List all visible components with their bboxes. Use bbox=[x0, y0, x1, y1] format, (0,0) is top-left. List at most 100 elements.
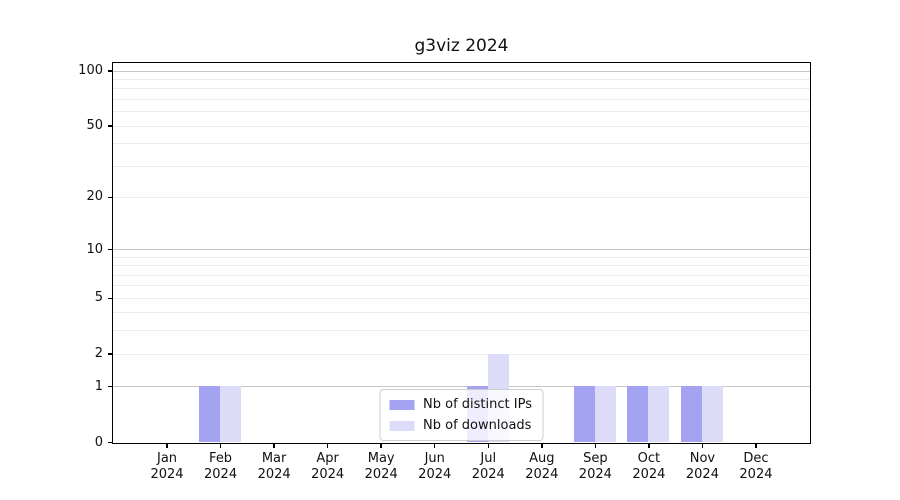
bar-downloads-feb bbox=[220, 386, 242, 442]
y-tick-label: 1 bbox=[94, 378, 103, 394]
y-tick-label: 50 bbox=[86, 118, 103, 134]
gridline-minor bbox=[113, 98, 810, 100]
x-tick-month: Dec bbox=[743, 451, 769, 466]
gridline-minor bbox=[113, 285, 810, 287]
gridline-minor bbox=[113, 330, 810, 332]
gridline-major bbox=[113, 386, 810, 388]
y-tick-label: 20 bbox=[86, 189, 103, 205]
x-tick-mark bbox=[594, 444, 597, 448]
gridline-minor bbox=[113, 256, 810, 258]
x-tick-label: Nov 2024 bbox=[672, 451, 732, 483]
x-tick-mark bbox=[755, 444, 757, 448]
x-tick-label: Oct 2024 bbox=[619, 451, 679, 483]
x-tick-year: 2024 bbox=[364, 467, 398, 482]
x-tick-label: Jul 2024 bbox=[458, 451, 518, 483]
x-tick-year: 2024 bbox=[471, 467, 505, 482]
gridline-minor bbox=[113, 165, 810, 167]
y-tick-mark bbox=[108, 385, 112, 388]
x-tick-label: Feb 2024 bbox=[191, 451, 251, 483]
x-tick-year: 2024 bbox=[632, 467, 666, 482]
x-tick-mark bbox=[273, 444, 275, 448]
x-tick-label: Dec 2024 bbox=[726, 451, 786, 483]
x-tick-mark bbox=[219, 444, 222, 448]
y-tick-mark bbox=[108, 125, 112, 127]
x-tick-label: Aug 2024 bbox=[512, 451, 572, 483]
plot-area: Nb of distinct IPs Nb of downloads bbox=[112, 62, 811, 444]
x-tick-label: May 2024 bbox=[351, 451, 411, 483]
bar-downloads-sep bbox=[594, 386, 616, 442]
bar-distinct-ips-nov bbox=[680, 386, 702, 442]
gridline-minor bbox=[113, 297, 810, 299]
gridline-minor bbox=[113, 353, 810, 355]
y-tick-label: 5 bbox=[94, 290, 103, 306]
x-tick-year: 2024 bbox=[257, 467, 291, 482]
y-tick-mark bbox=[108, 196, 112, 199]
gridline-minor bbox=[113, 274, 810, 276]
gridline-minor bbox=[113, 265, 810, 267]
x-tick-year: 2024 bbox=[150, 467, 184, 482]
x-tick-month: Jan bbox=[157, 451, 178, 466]
x-tick-year: 2024 bbox=[204, 467, 238, 482]
legend-item-distinct-ips: Nb of distinct IPs bbox=[389, 397, 532, 412]
x-tick-month: Nov bbox=[689, 451, 716, 466]
x-tick-mark bbox=[487, 444, 490, 448]
bar-downloads-nov bbox=[701, 386, 723, 442]
legend-swatch-downloads bbox=[389, 420, 415, 431]
x-tick-mark bbox=[648, 444, 650, 448]
bar-distinct-ips-feb bbox=[199, 386, 221, 442]
x-tick-mark bbox=[166, 444, 168, 448]
x-tick-mark bbox=[380, 444, 382, 448]
y-tick-mark bbox=[108, 70, 112, 72]
legend-item-downloads: Nb of downloads bbox=[389, 418, 532, 433]
x-tick-month: Sep bbox=[583, 451, 608, 466]
y-tick-mark bbox=[108, 353, 112, 355]
gridline-minor bbox=[113, 111, 810, 113]
y-tick-label: 2 bbox=[94, 346, 103, 362]
x-tick-label: Jun 2024 bbox=[405, 451, 465, 483]
x-tick-year: 2024 bbox=[578, 467, 612, 482]
x-tick-label: Mar 2024 bbox=[244, 451, 304, 483]
gridline-minor bbox=[113, 88, 810, 90]
gridline-major bbox=[113, 70, 810, 72]
legend: Nb of distinct IPs Nb of downloads bbox=[379, 389, 544, 441]
x-tick-month: Apr bbox=[316, 451, 339, 466]
gridline-minor bbox=[113, 125, 810, 127]
y-tick-label: 10 bbox=[86, 241, 103, 257]
legend-swatch-distinct-ips bbox=[389, 399, 415, 410]
bar-downloads-oct bbox=[648, 386, 670, 442]
x-tick-year: 2024 bbox=[525, 467, 559, 482]
x-tick-mark bbox=[701, 444, 704, 448]
x-tick-year: 2024 bbox=[739, 467, 773, 482]
legend-label-distinct-ips: Nb of distinct IPs bbox=[423, 397, 532, 412]
gridline-minor bbox=[113, 196, 810, 198]
x-tick-month: Aug bbox=[529, 451, 555, 466]
legend-label-downloads: Nb of downloads bbox=[423, 418, 532, 433]
x-tick-month: Oct bbox=[637, 451, 661, 466]
gridline-minor bbox=[113, 143, 810, 145]
x-tick-mark bbox=[541, 444, 543, 448]
y-tick-label: 0 bbox=[94, 434, 103, 450]
x-tick-month: Jul bbox=[480, 451, 497, 466]
x-tick-label: Apr 2024 bbox=[298, 451, 358, 483]
x-tick-month: Feb bbox=[209, 451, 233, 466]
x-tick-label: Sep 2024 bbox=[565, 451, 625, 483]
gridline-minor bbox=[113, 78, 810, 80]
bar-distinct-ips-sep bbox=[573, 386, 595, 442]
chart-title: g3viz 2024 bbox=[414, 36, 509, 56]
gridline-minor bbox=[113, 312, 810, 314]
x-tick-month: Mar bbox=[261, 451, 287, 466]
x-tick-year: 2024 bbox=[418, 467, 452, 482]
gridline-major bbox=[113, 249, 810, 251]
x-tick-year: 2024 bbox=[311, 467, 345, 482]
bar-distinct-ips-oct bbox=[627, 386, 649, 442]
y-tick-label: 100 bbox=[78, 63, 103, 79]
x-tick-mark bbox=[433, 444, 436, 448]
x-tick-year: 2024 bbox=[685, 467, 719, 482]
x-tick-mark bbox=[326, 444, 329, 448]
y-tick-mark bbox=[108, 297, 112, 300]
y-tick-mark bbox=[108, 441, 112, 444]
x-tick-month: Jun bbox=[424, 451, 445, 466]
y-tick-mark bbox=[108, 248, 112, 251]
x-tick-label: Jan 2024 bbox=[137, 451, 197, 483]
